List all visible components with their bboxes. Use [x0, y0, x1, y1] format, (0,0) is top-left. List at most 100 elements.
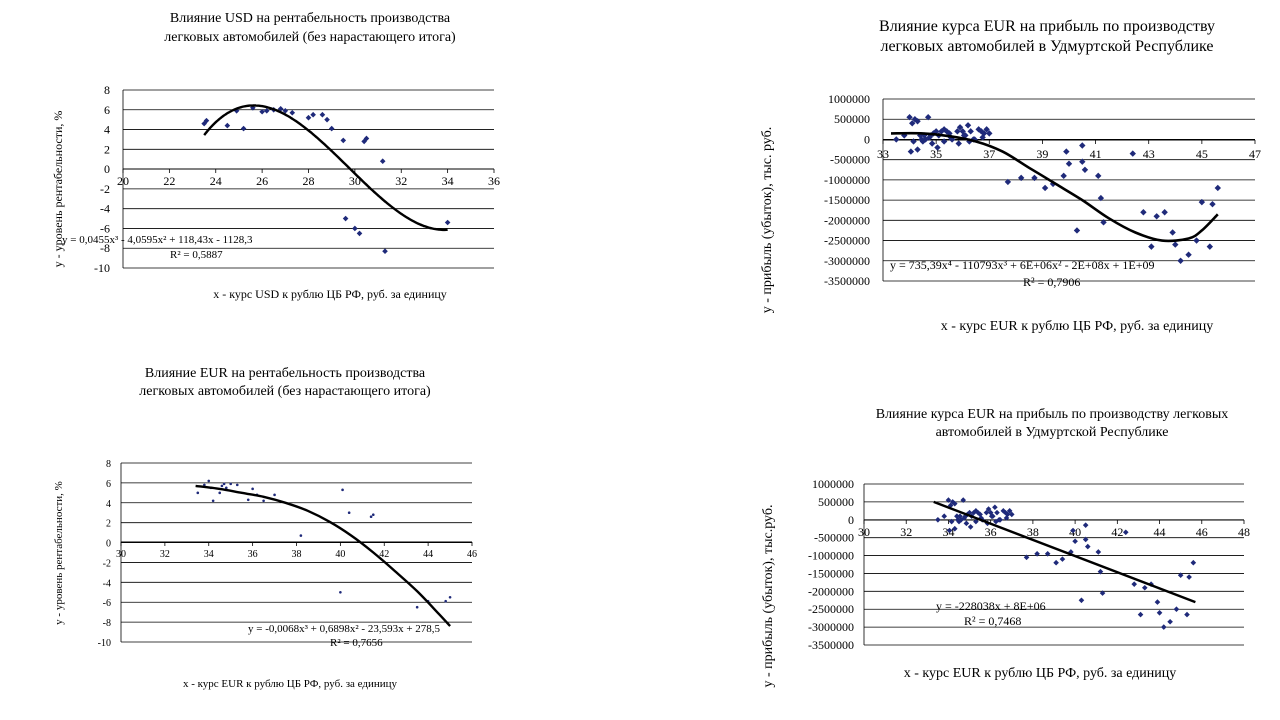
data-point	[911, 116, 919, 123]
data-point	[910, 138, 917, 145]
data-point	[909, 120, 916, 127]
y-tick-label: -10	[94, 261, 110, 275]
data-point	[347, 511, 351, 515]
data-point	[955, 516, 961, 523]
x-tick-label: 38	[292, 549, 302, 560]
x-tick-label: 36	[488, 174, 500, 188]
chart-3: Влияние EUR на рентабельность производст…	[53, 366, 477, 690]
y-axis-title: y - уровень рентабельности, %	[51, 111, 65, 268]
y-axis-title: y - уровень рентабельности, %	[53, 481, 65, 625]
chart-title-line: автомобилей в Удмуртской Республике	[936, 425, 1169, 440]
data-point	[1209, 200, 1216, 208]
x-tick-label: 44	[1154, 525, 1166, 539]
data-point	[1079, 142, 1086, 149]
y-tick-label: -3500000	[808, 638, 854, 652]
data-point	[935, 516, 941, 523]
y-tick-label: -2500000	[808, 602, 854, 616]
y-tick-label: -1000000	[808, 549, 854, 563]
x-tick-label: 32	[395, 174, 407, 188]
data-point	[310, 111, 316, 118]
data-point	[1004, 178, 1012, 186]
data-point	[328, 125, 335, 132]
data-point	[299, 534, 303, 537]
y-tick-label: -4	[103, 578, 111, 589]
data-point	[956, 518, 962, 525]
y-tick-label: 0	[848, 513, 854, 527]
data-point	[932, 128, 940, 135]
data-point	[263, 107, 270, 114]
data-point	[948, 518, 955, 525]
data-point	[967, 128, 974, 135]
y-tick-label: -1000000	[824, 173, 870, 187]
data-point	[946, 527, 953, 534]
data-point	[983, 509, 990, 516]
data-point	[983, 126, 990, 133]
y-axis-title: y - прибыль (убыток), тыс. руб.	[760, 127, 775, 313]
data-point	[1169, 229, 1176, 236]
y-tick-label: 8	[104, 83, 110, 97]
x-tick-label: 38	[1027, 525, 1039, 539]
data-point	[1167, 618, 1173, 625]
chart-1: Влияние USD на рентабельность производст…	[51, 11, 500, 301]
data-point	[324, 116, 330, 123]
data-point	[235, 483, 239, 487]
data-point	[341, 488, 344, 492]
x-tick-label: 32	[160, 549, 170, 560]
x-tick-label: 36	[248, 549, 258, 560]
data-point	[1053, 559, 1059, 566]
trend-equation: y = -228038x + 8E+06	[936, 599, 1046, 613]
data-point	[1097, 194, 1105, 202]
y-tick-label: -10	[98, 638, 111, 649]
chart-title-line: Влияние курса EUR на прибыль по производ…	[879, 18, 1215, 35]
data-point	[207, 479, 211, 483]
x-tick-label: 46	[1196, 525, 1208, 539]
y-axis-title: y - прибыль (убыток), тыс.руб.	[761, 505, 776, 688]
data-point	[1172, 241, 1179, 248]
y-tick-label: -2	[100, 182, 110, 196]
data-point	[1073, 227, 1081, 234]
data-point	[363, 135, 370, 142]
y-tick-label: -8	[100, 241, 110, 255]
y-tick-label: -500000	[814, 531, 854, 545]
data-point	[382, 248, 388, 254]
data-point	[371, 513, 375, 517]
x-tick-label: 34	[442, 174, 454, 188]
data-point	[1072, 538, 1078, 545]
x-tick-label: 30	[858, 525, 870, 539]
data-point	[259, 108, 265, 115]
y-tick-label: 4	[106, 499, 111, 510]
data-point	[240, 125, 247, 132]
data-point	[356, 230, 363, 237]
data-point	[960, 497, 967, 503]
chart-title-line: легковых автомобилей (без нарастающего и…	[164, 30, 456, 45]
y-tick-label: -3500000	[824, 274, 870, 288]
data-point	[1034, 550, 1040, 557]
data-point	[1184, 611, 1190, 618]
data-point	[218, 491, 222, 495]
data-point	[1154, 599, 1161, 605]
data-point	[1131, 581, 1138, 587]
y-tick-label: -8	[103, 618, 111, 629]
data-point	[1153, 213, 1160, 220]
data-point	[1070, 527, 1076, 534]
data-point	[955, 140, 962, 147]
trend-r-squared: R² = 0,5887	[170, 249, 223, 261]
data-point	[1129, 150, 1136, 157]
y-tick-label: -4	[100, 202, 110, 216]
x-axis-title: x - курс EUR к рублю ЦБ РФ, руб. за един…	[183, 678, 398, 690]
data-point	[352, 225, 358, 232]
data-point	[940, 138, 948, 145]
data-point	[1059, 556, 1066, 562]
data-point	[954, 128, 961, 135]
x-tick-label: 30	[116, 549, 126, 560]
data-point	[928, 140, 936, 147]
chart-title-line: легковых автомобилей в Удмуртской Респуб…	[880, 38, 1213, 55]
y-tick-label: 0	[864, 132, 870, 146]
x-tick-label: 24	[210, 174, 222, 188]
data-point	[1156, 610, 1163, 616]
data-point	[945, 497, 952, 503]
x-tick-label: 37	[983, 147, 995, 161]
x-tick-label: 35	[930, 147, 942, 161]
x-tick-label: 42	[1111, 525, 1123, 539]
